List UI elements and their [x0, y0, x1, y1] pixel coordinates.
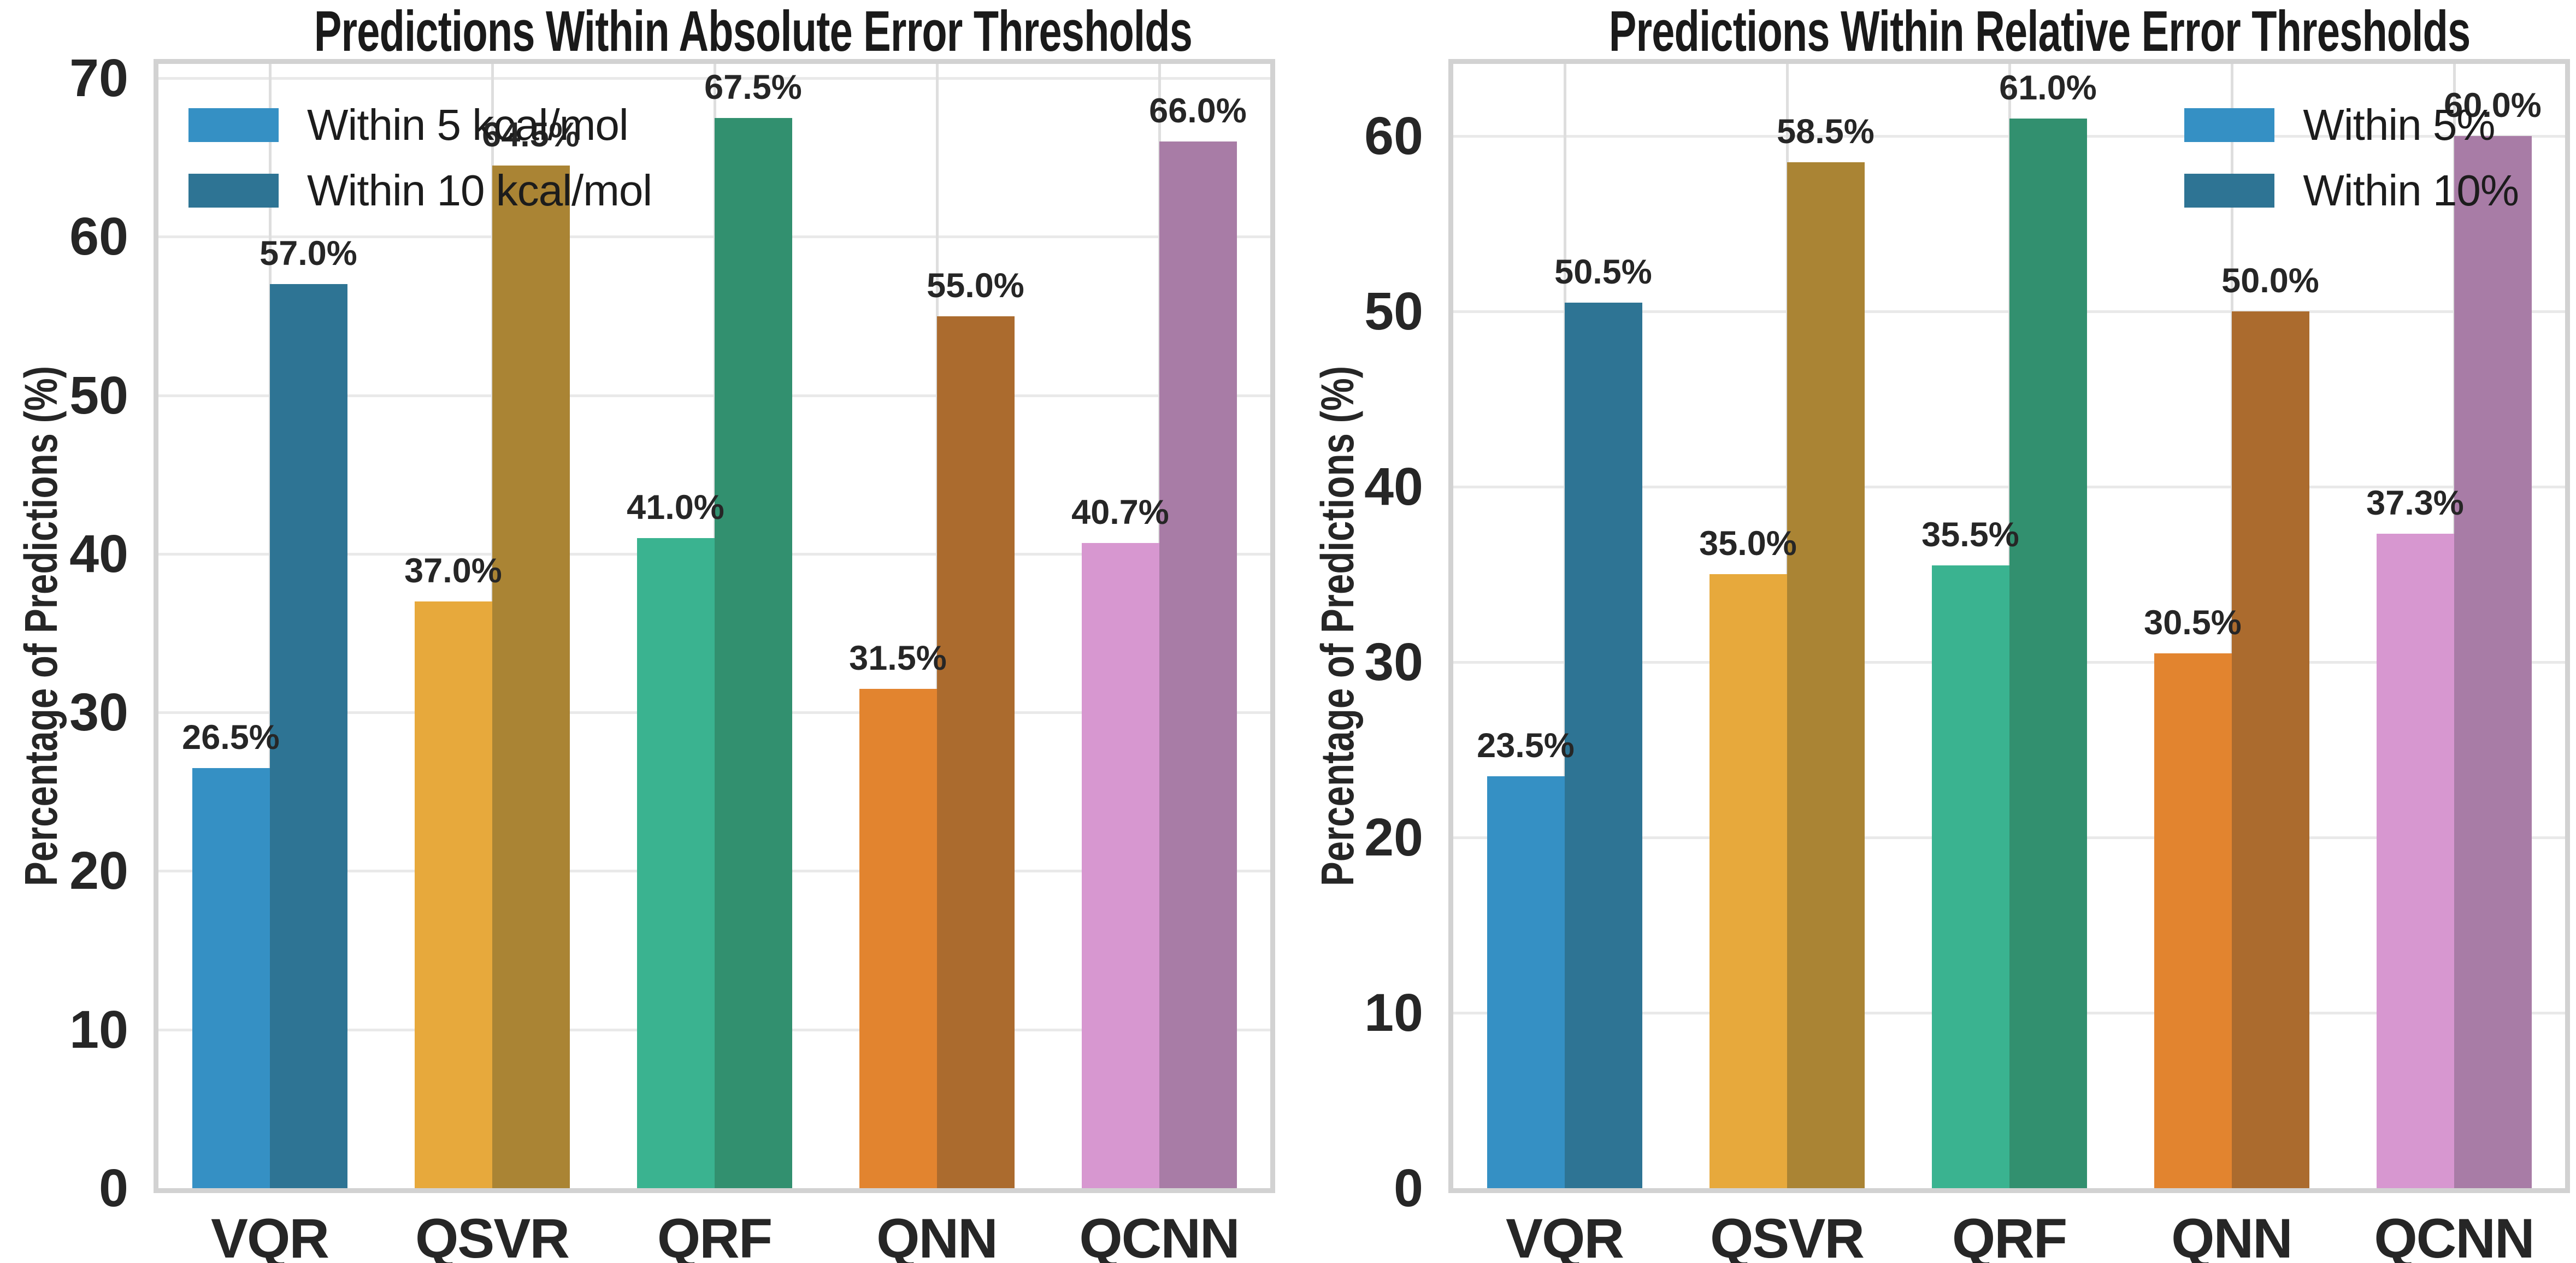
y-tick-label: 20	[1364, 807, 1423, 867]
x-tick-label-qrf: QRF	[1952, 1207, 2067, 1263]
bar-vqr-series-1	[1487, 776, 1565, 1188]
bar-qsvr-series-1	[1709, 574, 1787, 1188]
bar-qrf-series-1	[636, 538, 715, 1188]
legend-label: Within 5 kcal/mol	[307, 101, 629, 149]
x-tick-label-qsvr: QSVR	[1710, 1207, 1865, 1263]
value-label-qcnn-series-1: 40.7%	[1071, 493, 1169, 532]
left-chart-title: Predictions Within Absolute Error Thresh…	[314, 0, 1193, 63]
value-label-qsvr-series-1: 37.0%	[404, 552, 502, 591]
y-tick-label: 0	[1394, 1158, 1423, 1218]
value-label-qrf-series-1: 35.5%	[1921, 516, 2019, 554]
bar-vqr-series-1	[192, 768, 270, 1188]
value-label-vqr-series-2: 57.0%	[260, 234, 357, 273]
y-tick-label: 40	[69, 523, 128, 583]
y-tick-label: 10	[1364, 982, 1423, 1042]
x-tick-label-qcnn: QCNN	[1079, 1207, 1240, 1263]
legend-row: Within 5 kcal/mol	[188, 97, 652, 154]
legend-swatch	[2184, 174, 2275, 208]
legend-swatch	[188, 174, 279, 208]
legend-row: Within 10%	[2184, 162, 2519, 219]
right-chart-plot-area: 23.5% 50.5% 35.0% 58.5% 35.5% 61.0% 30.5% 50.0%…	[1453, 64, 2565, 1188]
x-tick-label-qsvr: QSVR	[415, 1207, 570, 1263]
legend-label: Within 10 kcal/mol	[307, 166, 652, 215]
x-tick-label-qcnn: QCNN	[2374, 1207, 2534, 1263]
bar-qnn-series-2	[2231, 311, 2309, 1188]
bar-qcnn-series-1	[1081, 542, 1159, 1188]
bar-qrf-series-2	[2009, 118, 2087, 1188]
legend: Within 5 kcal/mol Within 10 kcal/mol	[188, 97, 652, 228]
legend: Within 5% Within 10%	[2184, 97, 2519, 228]
value-label-qnn-series-2: 55.0%	[927, 266, 1024, 305]
y-tick-label: 30	[1364, 632, 1423, 692]
legend-row: Within 5%	[2184, 97, 2519, 154]
legend-label: Within 10%	[2303, 166, 2519, 215]
legend-row: Within 10 kcal/mol	[188, 162, 652, 219]
legend-swatch	[2184, 108, 2275, 142]
x-tick-label-vqr: VQR	[210, 1207, 329, 1263]
value-label-qsvr-series-2: 64.5%	[482, 115, 580, 154]
x-tick-label-vqr: VQR	[1505, 1207, 1624, 1263]
value-label-qcnn-series-2: 66.0%	[1149, 92, 1247, 131]
value-label-qsvr-series-1: 35.0%	[1699, 524, 1797, 563]
bar-qcnn-series-2	[2454, 135, 2532, 1188]
value-label-qsvr-series-2: 58.5%	[1777, 112, 1874, 151]
bar-qnn-series-2	[936, 316, 1015, 1188]
bar-qnn-series-1	[2154, 653, 2232, 1188]
value-label-vqr-series-2: 50.5%	[1554, 252, 1652, 291]
value-label-qcnn-series-2: 60.0%	[2444, 86, 2542, 125]
bar-qrf-series-2	[714, 117, 792, 1188]
value-label-qcnn-series-1: 37.3%	[2366, 484, 2464, 523]
x-tick-label-qnn: QNN	[876, 1207, 998, 1263]
y-tick-label: 20	[69, 841, 128, 901]
y-tick-label: 50	[69, 365, 128, 425]
value-label-qrf-series-2: 67.5%	[704, 68, 802, 107]
bar-vqr-series-2	[269, 284, 347, 1188]
value-label-qrf-series-2: 61.0%	[1999, 68, 2097, 107]
bar-qsvr-series-1	[414, 601, 492, 1188]
right-chart-title: Predictions Within Relative Error Thresh…	[1608, 0, 2471, 63]
x-tick-label-qrf: QRF	[657, 1207, 773, 1263]
value-label-qnn-series-1: 30.5%	[2144, 603, 2242, 642]
value-label-vqr-series-1: 26.5%	[182, 718, 280, 757]
bar-vqr-series-2	[1564, 302, 1642, 1188]
bar-qcnn-series-2	[1159, 141, 1237, 1188]
bar-qnn-series-1	[859, 688, 937, 1188]
value-label-qrf-series-1: 41.0%	[627, 488, 724, 527]
legend-swatch	[188, 108, 279, 142]
left-y-axis-label: Percentage of Predictions (%)	[15, 365, 67, 887]
y-tick-label: 40	[1364, 456, 1423, 516]
value-label-vqr-series-1: 23.5%	[1477, 726, 1575, 765]
y-tick-label: 70	[69, 48, 128, 108]
bar-qcnn-series-1	[2376, 534, 2454, 1188]
y-tick-label: 60	[69, 206, 128, 267]
y-tick-label: 10	[69, 999, 128, 1059]
y-tick-label: 60	[1364, 105, 1423, 166]
y-tick-label: 0	[99, 1158, 128, 1218]
left-chart-plot-area: 26.5% 57.0% 37.0% 64.5% 41.0% 67.5% 31.5% 55.0%…	[158, 64, 1270, 1188]
bar-qrf-series-1	[1931, 565, 2009, 1188]
bar-qsvr-series-2	[1787, 162, 1865, 1188]
y-tick-label: 50	[1364, 281, 1423, 341]
legend-label: Within 5%	[2303, 101, 2495, 149]
x-tick-label-qnn: QNN	[2171, 1207, 2293, 1263]
bar-qsvr-series-2	[492, 165, 570, 1188]
value-label-qnn-series-1: 31.5%	[849, 639, 947, 677]
value-label-qnn-series-2: 50.0%	[2221, 261, 2319, 300]
y-tick-label: 30	[69, 682, 128, 742]
